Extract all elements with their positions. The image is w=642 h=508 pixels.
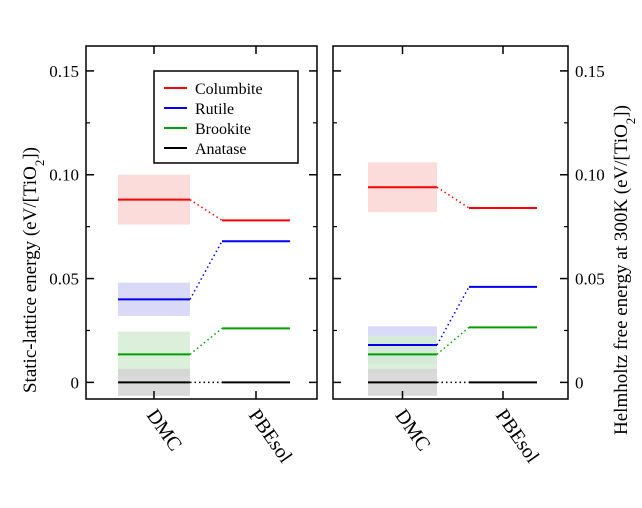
plot-frame [85,45,318,400]
plot-frame [332,45,569,400]
x-category-label-dmc: DMC [390,405,434,455]
y-tick-label: 0.05 [575,270,605,289]
x-category-label-pbesol: PBEsol [244,405,297,467]
legend: Columbite Rutile Brookite Anatase [153,70,299,164]
connector-brookite [189,327,223,355]
right-y-axis-title: Helmholtz free energy at 300K (eV/[TiO2]… [611,105,638,435]
x-category-label-dmc: DMC [142,405,186,455]
connector-columbite [189,199,223,222]
legend-label-brookite: Brookite [195,121,251,138]
legend-label-rutile: Rutile [195,101,234,118]
y-tick-label: 0 [71,373,80,392]
x-category-label-pbesol: PBEsol [491,405,544,467]
legend-label-anatase: Anatase [195,141,247,158]
right-panel: 0 0.05 0.10 0.15 DMC PBEsol [332,45,605,467]
y-tick-label: 0.15 [49,62,79,81]
connector-rutile [189,240,223,300]
y-tick-label: 0.10 [575,166,605,185]
connector-rutile [436,286,470,346]
y-tick-label: 0.05 [49,270,79,289]
legend-box [153,70,299,164]
connector-brookite [436,326,470,355]
legend-label-columbite: Columbite [195,81,263,98]
left-y-axis-title: Static-lattice energy (eV/[TiO2]) [20,147,47,393]
y-tick-label: 0.15 [575,62,605,81]
connector-columbite [436,186,470,209]
y-tick-label: 0 [575,373,584,392]
y-tick-label: 0.10 [49,166,79,185]
